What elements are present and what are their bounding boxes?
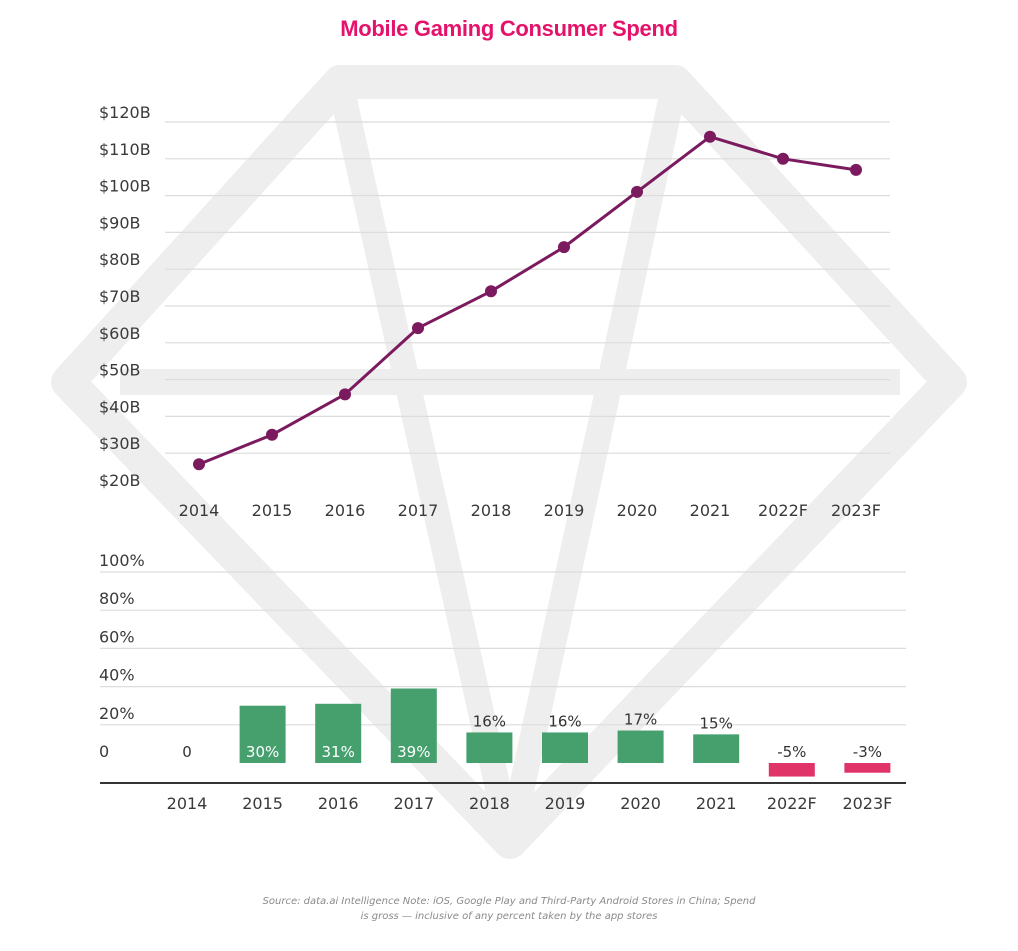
line-y-tick-label: $90B: [99, 213, 141, 232]
bar: [390, 688, 437, 763]
bar-x-tick-label: 2016: [318, 794, 359, 813]
bar: [617, 730, 664, 763]
bar-data-label: 16%: [548, 712, 581, 730]
bar-x-tick-label: 2021: [696, 794, 737, 813]
bar: [315, 703, 362, 763]
bar-y-tick-label: 20%: [99, 704, 135, 723]
bar-data-label: -5%: [777, 743, 806, 761]
bar-y-tick-label: 100%: [99, 551, 145, 570]
line-point: [485, 285, 497, 298]
line-x-tick-label: 2023F: [831, 501, 881, 520]
line-point: [704, 130, 716, 143]
chart-title: Mobile Gaming Consumer Spend: [340, 16, 678, 41]
line-point: [777, 152, 789, 165]
line-y-tick-label: $70B: [99, 287, 141, 306]
bar-y-tick-label: 80%: [99, 589, 135, 608]
line-y-tick-label: $80B: [99, 250, 141, 269]
line-y-tick-label: $20B: [99, 471, 141, 490]
line-point: [339, 388, 351, 401]
bar-data-label: 17%: [624, 711, 657, 729]
bar-x-tick-label: 2017: [393, 794, 434, 813]
line-x-tick-label: 2014: [179, 501, 220, 520]
bar: [542, 732, 588, 763]
line-point: [193, 458, 205, 471]
line-x-tick-label: 2018: [471, 501, 512, 520]
line-point: [266, 428, 278, 441]
line-y-tick-label: $50B: [99, 361, 141, 380]
line-series: [198, 135, 857, 466]
watermark-logo: [51, 65, 967, 859]
bar-data-label: 15%: [700, 714, 733, 732]
bar-chart: 0 20% 40% 60% 80% 100% 0 30% 31% 39% 16% 16% 17% 15% -…: [99, 551, 906, 813]
watermark-diamond-facets: [120, 79, 900, 845]
line-x-tick-label: 2022F: [758, 501, 808, 520]
bar-x-tick-label: 2019: [545, 794, 586, 813]
bar: [693, 734, 740, 763]
bar-x-tick-label: 2014: [167, 794, 208, 813]
line-point: [631, 185, 643, 198]
source-note: Source: data.ai Intelligence Note: iOS, …: [262, 896, 756, 922]
line-point: [850, 163, 862, 176]
bar: [239, 705, 286, 763]
bar-data-label: -3%: [853, 743, 882, 761]
line-x-tick-label: 2020: [617, 501, 658, 520]
bar: [466, 732, 513, 763]
line-point: [412, 322, 424, 335]
bar-y-tick-label: 60%: [99, 627, 135, 646]
bar-x-tick-label: 2023F: [842, 794, 892, 813]
bar-data-label: 39%: [397, 743, 430, 761]
bar-x-tick-label: 2020: [620, 794, 661, 813]
bar-x-tick-label: 2015: [242, 794, 283, 813]
bar-data-label: 16%: [473, 712, 506, 730]
bar-y-tick-label: 0: [99, 742, 109, 761]
line-y-tick-label: $120B: [99, 103, 151, 122]
line-x-tick-label: 2015: [252, 501, 293, 520]
bar: [768, 763, 815, 777]
line-y-tick-label: $30B: [99, 434, 141, 453]
bar-data-label: 0: [182, 743, 192, 761]
line-y-tick-label: $60B: [99, 324, 141, 343]
line-y-tick-label: $110B: [99, 140, 151, 159]
bar-y-tick-label: 40%: [99, 666, 135, 685]
watermark-diamond-outline: [51, 65, 967, 859]
line-y-tick-label: $40B: [99, 397, 141, 416]
bar-x-tick-label: 2022F: [767, 794, 817, 813]
bar-data-label: 30%: [246, 743, 279, 761]
line-y-tick-label: $100B: [99, 177, 151, 196]
bar-data-label: 31%: [322, 743, 355, 761]
bar: [844, 763, 891, 773]
line-x-tick-label: 2019: [544, 501, 585, 520]
line-point: [558, 241, 570, 254]
line-x-tick-label: 2017: [398, 501, 439, 520]
line-chart: $20B $30B $40B $50B $60B $70B $80B $90B $100B $11…: [99, 103, 890, 520]
line-x-tick-label: 2016: [325, 501, 366, 520]
line-x-tick-label: 2021: [690, 501, 731, 520]
bar-x-tick-label: 2018: [469, 794, 510, 813]
